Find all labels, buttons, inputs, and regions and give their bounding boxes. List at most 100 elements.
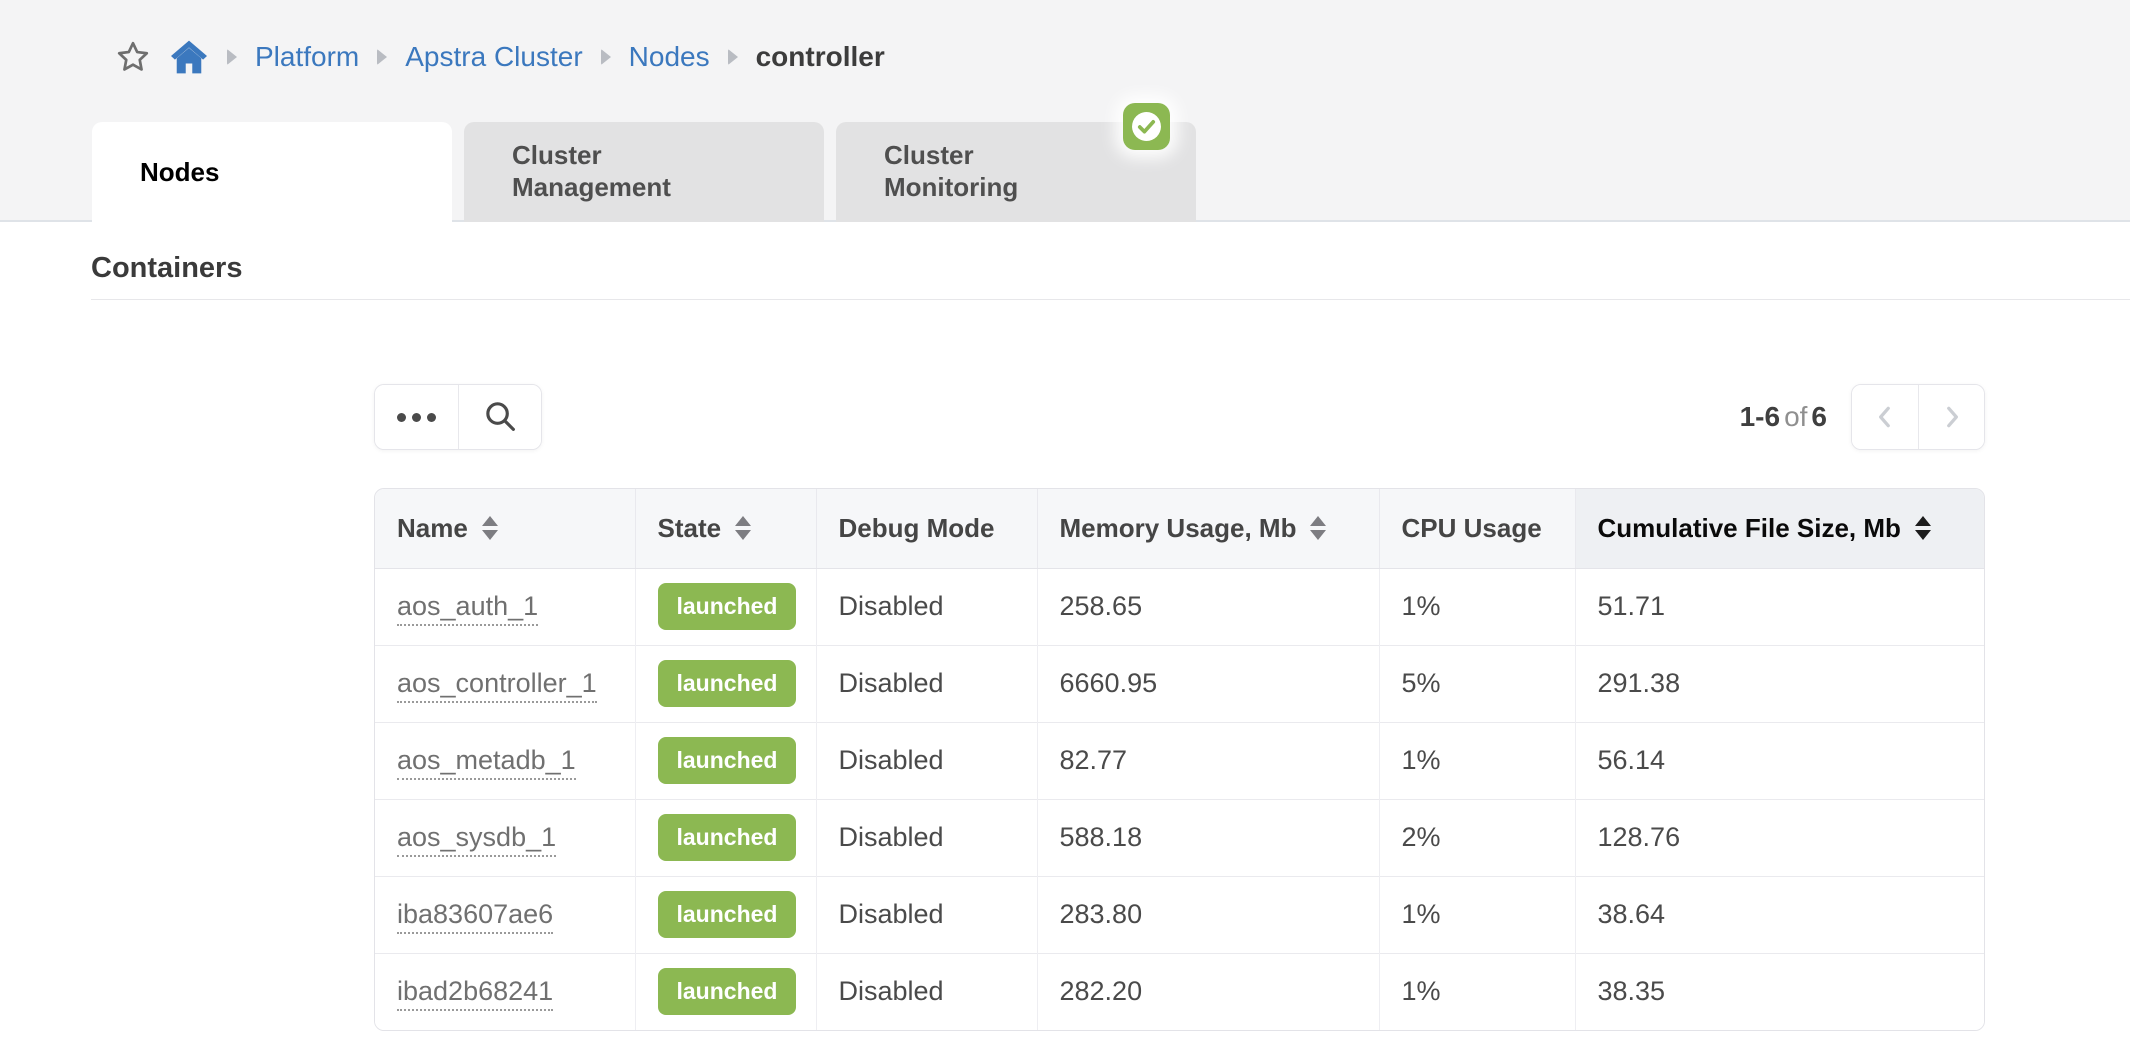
next-page-button[interactable] — [1918, 385, 1984, 449]
breadcrumb-separator-icon — [600, 49, 611, 65]
container-name-link[interactable]: ibad2b68241 — [397, 976, 554, 1012]
cell-debug_mode: Disabled — [816, 644, 1038, 722]
state-badge: launched — [657, 968, 797, 1016]
column-header-cpu_usage: CPU Usage — [1379, 489, 1576, 569]
state-badge: launched — [657, 737, 797, 784]
cell-cumulative_file_size_mb: 38.35 — [1575, 952, 1984, 1030]
cell-memory_usage_mb: 82.77 — [1037, 721, 1380, 799]
column-label: Memory Usage, Mb — [1059, 512, 1297, 543]
cell-memory_usage_mb: 588.18 — [1037, 798, 1380, 876]
cell-state: launched — [635, 798, 817, 876]
more-actions-button[interactable] — [375, 385, 458, 449]
status-check-badge — [1123, 103, 1170, 150]
cell-debug_mode: Disabled — [816, 952, 1038, 1030]
sort-icon — [1914, 515, 1931, 540]
breadcrumb-separator-icon — [727, 49, 738, 65]
state-badge: launched — [657, 891, 797, 938]
sort-icon — [735, 515, 752, 540]
container-name-link[interactable]: aos_controller_1 — [397, 668, 597, 703]
breadcrumb-link-platform[interactable]: Platform — [255, 41, 360, 72]
cell-state: launched — [635, 568, 817, 645]
cell-memory_usage_mb: 283.80 — [1037, 875, 1380, 953]
tab-nodes[interactable]: Nodes — [92, 122, 452, 230]
breadcrumb-current: controller — [755, 41, 885, 72]
cell-cpu_usage: 5% — [1379, 644, 1576, 722]
breadcrumb-link-nodes[interactable]: Nodes — [628, 41, 710, 72]
cell-name: ibad2b68241 — [375, 952, 636, 1030]
header-band: Platform Apstra Cluster Nodes controller… — [0, 0, 2130, 230]
tab-label: Nodes — [140, 157, 220, 188]
pagination-total: 6 — [1811, 401, 1827, 432]
breadcrumb-link-apstra-cluster[interactable]: Apstra Cluster — [405, 41, 583, 72]
column-header-name[interactable]: Name — [375, 489, 636, 569]
cell-debug_mode: Disabled — [816, 721, 1038, 799]
column-header-cumulative_file_size_mb[interactable]: Cumulative File Size, Mb — [1575, 489, 1984, 569]
column-header-debug_mode: Debug Mode — [816, 489, 1038, 569]
cell-name: aos_metadb_1 — [375, 721, 636, 799]
state-badge: launched — [657, 814, 797, 861]
search-icon — [483, 399, 517, 436]
check-icon — [1137, 119, 1156, 134]
pagination-of-label: of — [1784, 401, 1808, 432]
tab-label: Cluster Management — [512, 140, 671, 202]
cell-state: launched — [635, 952, 817, 1030]
tab-label: Cluster Monitoring — [884, 140, 1019, 202]
cell-cumulative_file_size_mb: 51.71 — [1575, 568, 1984, 645]
column-label: Cumulative File Size, Mb — [1597, 512, 1901, 543]
page-title: Containers — [91, 252, 243, 284]
table-row: aos_sysdb_1 launched Disabled 588.18 2% 128.7… — [375, 798, 1984, 876]
state-badge: launched — [657, 660, 797, 707]
cell-cpu_usage: 1% — [1379, 952, 1576, 1030]
table-row: aos_metadb_1 launched Disabled 82.77 1% 56.14 — [375, 721, 1984, 799]
container-name-link[interactable]: aos_sysdb_1 — [397, 822, 557, 857]
container-name-link[interactable]: iba83607ae6 — [397, 899, 554, 934]
table-header-row: Name State Debug Mode Memory Usage, Mb CPU U… — [375, 489, 1984, 569]
favorite-star-icon[interactable] — [115, 39, 151, 75]
sort-icon — [1310, 515, 1327, 540]
cell-state: launched — [635, 875, 817, 953]
pagination: 1-6 of 6 — [1740, 384, 1985, 450]
tab-cluster-management[interactable]: Cluster Management — [464, 103, 1170, 222]
sort-icon — [481, 515, 498, 540]
cell-memory_usage_mb: 6660.95 — [1037, 644, 1380, 722]
cell-cpu_usage: 1% — [1379, 568, 1576, 645]
pager-buttons — [1851, 384, 1985, 450]
cell-name: aos_sysdb_1 — [375, 798, 636, 876]
table-row: ibad2b68241 launched Disabled 282.20 1% 38.35 — [375, 952, 1984, 1030]
column-label: State — [657, 512, 722, 543]
container-name-link[interactable]: aos_auth_1 — [397, 591, 539, 626]
section-divider — [91, 299, 2130, 300]
table-row: aos_controller_1 launched Disabled 6660.95 5… — [375, 644, 1984, 722]
column-header-memory_usage_mb[interactable]: Memory Usage, Mb — [1037, 489, 1380, 569]
pagination-range: 1-6 of 6 — [1740, 401, 1827, 433]
column-label: CPU Usage — [1401, 512, 1542, 543]
cell-state: launched — [635, 721, 817, 799]
cell-cumulative_file_size_mb: 291.38 — [1575, 644, 1984, 722]
home-icon[interactable] — [169, 39, 209, 75]
chevron-left-icon — [1879, 406, 1890, 428]
cell-memory_usage_mb: 282.20 — [1037, 952, 1380, 1030]
search-button[interactable] — [458, 385, 541, 449]
column-label: Name — [397, 512, 468, 543]
table-row: iba83607ae6 launched Disabled 283.80 1% 38.64 — [375, 875, 1984, 953]
cell-cumulative_file_size_mb: 128.76 — [1575, 798, 1984, 876]
state-badge: launched — [657, 583, 797, 630]
cell-debug_mode: Disabled — [816, 568, 1038, 645]
cell-cpu_usage: 1% — [1379, 875, 1576, 953]
cell-memory_usage_mb: 258.65 — [1037, 568, 1380, 645]
containers-table: Name State Debug Mode Memory Usage, Mb CPU U… — [374, 488, 1985, 1031]
cell-cpu_usage: 1% — [1379, 721, 1576, 799]
table-toolbar — [374, 384, 542, 450]
column-header-state[interactable]: State — [635, 489, 817, 569]
breadcrumb-separator-icon — [377, 49, 388, 65]
cell-cpu_usage: 2% — [1379, 798, 1576, 876]
container-name-link[interactable]: aos_metadb_1 — [397, 745, 576, 780]
chevron-right-icon — [1946, 406, 1958, 428]
cell-debug_mode: Disabled — [816, 798, 1038, 876]
prev-page-button[interactable] — [1852, 385, 1918, 449]
pagination-range-value: 1-6 — [1739, 401, 1781, 432]
breadcrumb: Platform Apstra Cluster Nodes controller — [115, 30, 885, 84]
cell-debug_mode: Disabled — [816, 875, 1038, 953]
breadcrumb-separator-icon — [227, 49, 237, 65]
